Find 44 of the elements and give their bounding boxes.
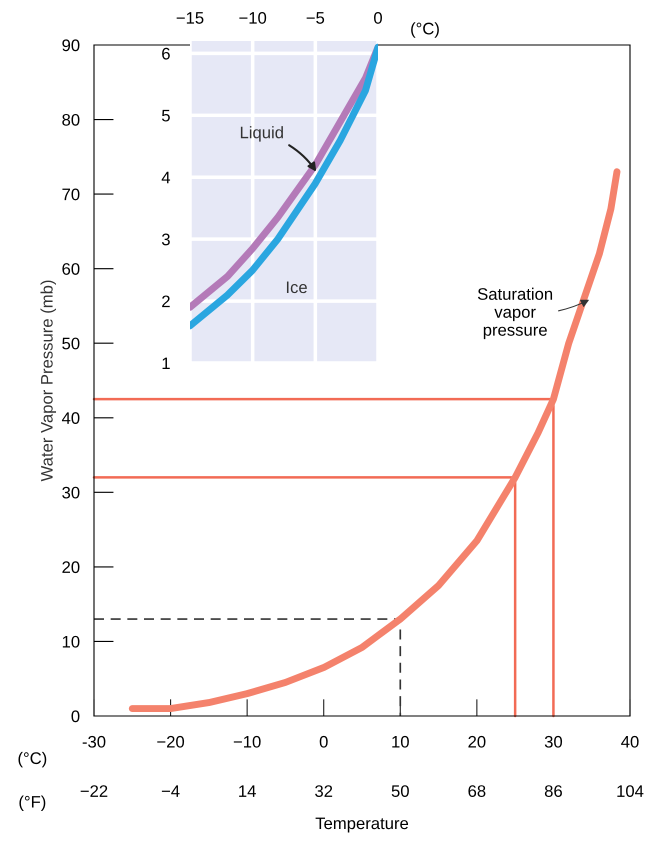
x2-tick-label: 32 [315,785,332,797]
x-tick-label: 0 [320,736,328,748]
x-tick-label: −5 [306,12,324,24]
x-tick-label: −10 [239,12,266,24]
y-tick-label: 10 [62,636,80,648]
y-tick-label: 1 [162,358,170,370]
y-tick-label: 0 [71,710,80,722]
x2-tick-label: 86 [544,785,562,797]
y-tick-label: 30 [62,486,80,499]
y-tick-label: 90 [62,39,80,52]
x-tick-label: 20 [468,736,486,748]
text: (°C) [18,752,46,768]
text: Liquid [240,126,283,142]
x-tick-label: 10 [392,736,409,748]
text: (°F) [19,795,46,811]
y-tick-label: 60 [62,263,80,275]
annotation: Saturation vapor pressure [478,288,552,340]
y-axis-title: Water Vapor Pressure (mb) [40,280,56,482]
text: Ice [286,282,307,294]
y-tick-label: 6 [162,48,170,60]
x2-tick-label: −4 [162,785,180,797]
y-tick-label: 70 [62,188,80,200]
y-tick-label: 3 [162,234,170,246]
x2-tick-label: 68 [468,785,486,797]
x-tick-label: −15 [176,12,204,24]
x2-tick-label: 50 [392,785,409,797]
x-tick-label: -30 [82,736,106,748]
y-tick-label: 50 [62,338,80,350]
x-axis-title: (°C) [411,22,439,38]
x-axis-title: Temperature [316,818,408,832]
x-tick-label: −10 [234,736,261,748]
y-tick-label: 2 [162,295,170,308]
x2-tick-label: −22 [80,785,108,797]
y-tick-label: 40 [62,412,80,424]
x2-tick-label: 14 [239,785,256,797]
x-tick-label: 30 [544,736,562,748]
x-tick-label: 40 [621,736,639,748]
y-tick-label: 20 [62,561,80,574]
y-tick-label: 80 [62,114,80,126]
y-tick-label: 5 [162,110,170,122]
x-tick-label: −20 [157,736,184,748]
x2-tick-label: 104 [617,785,644,797]
x-tick-label: 0 [374,12,382,24]
y-tick-label: 4 [162,172,170,184]
